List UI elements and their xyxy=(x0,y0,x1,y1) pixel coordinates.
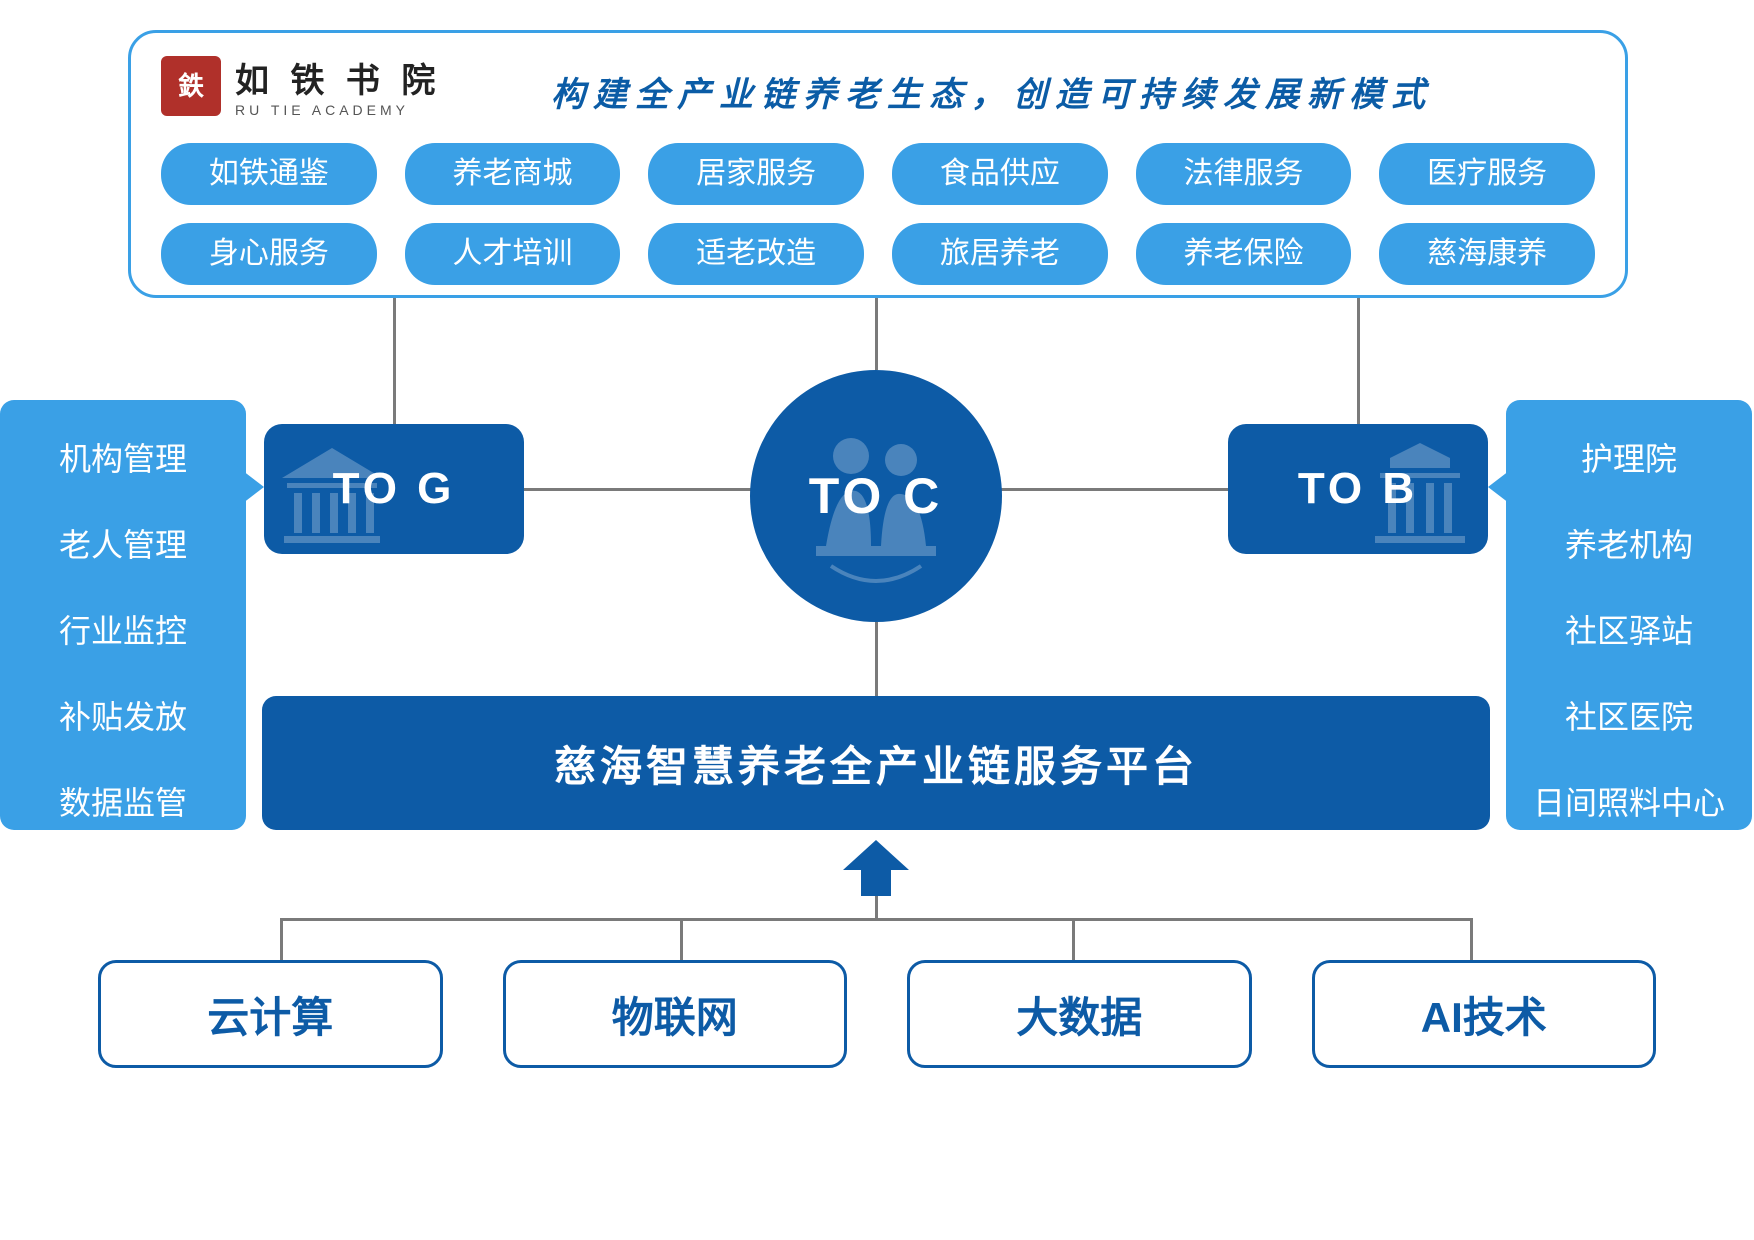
connector-top-to-g xyxy=(393,298,396,424)
arrow-right-icon xyxy=(210,460,264,514)
right-item: 养老机构 xyxy=(1565,520,1693,566)
right-list-panel: 护理院 养老机构 社区驿站 社区医院 日间照料中心 xyxy=(1506,400,1752,830)
pill-item: 食品供应 xyxy=(892,143,1108,205)
logo-block: 鉄 如 铁 书 院 RU TIE ACADEMY xyxy=(161,53,441,118)
service-pill-grid: 如铁通鉴 养老商城 居家服务 食品供应 法律服务 医疗服务 身心服务 人才培训 … xyxy=(161,143,1595,285)
connector-tech-h xyxy=(280,918,1472,921)
connector-tech-v2 xyxy=(680,918,683,960)
pill-item: 旅居养老 xyxy=(892,223,1108,285)
to-b-label: TO B xyxy=(1298,464,1418,514)
to-b-node: TO B xyxy=(1228,424,1488,554)
arrow-up-icon xyxy=(843,840,909,896)
left-item: 数据监管 xyxy=(59,778,187,824)
right-item: 社区驿站 xyxy=(1565,606,1693,652)
pill-item: 如铁通鉴 xyxy=(161,143,377,205)
tech-row: 云计算 物联网 大数据 AI技术 xyxy=(98,960,1656,1068)
pill-item: 法律服务 xyxy=(1136,143,1352,205)
logo-en: RU TIE ACADEMY xyxy=(235,102,441,118)
tech-box: 物联网 xyxy=(503,960,848,1068)
tech-box: 云计算 xyxy=(98,960,443,1068)
to-c-node: TO C xyxy=(750,370,1002,622)
platform-bar: 慈海智慧养老全产业链服务平台 xyxy=(262,696,1490,830)
connector-tech-v1 xyxy=(280,918,283,960)
tagline: 构建全产业链养老生态，创造可持续发展新模式 xyxy=(551,67,1433,116)
pill-item: 医疗服务 xyxy=(1379,143,1595,205)
to-g-label: TO G xyxy=(333,464,456,514)
logo-seal-icon: 鉄 xyxy=(161,56,221,116)
platform-label: 慈海智慧养老全产业链服务平台 xyxy=(554,733,1198,794)
logo-text: 如 铁 书 院 RU TIE ACADEMY xyxy=(235,53,441,118)
to-g-node: TO G xyxy=(264,424,524,554)
tech-box: AI技术 xyxy=(1312,960,1657,1068)
connector-tech-v3 xyxy=(1072,918,1075,960)
right-item: 日间照料中心 xyxy=(1533,778,1725,824)
connector-g-c xyxy=(524,488,756,491)
connector-top-to-b xyxy=(1357,298,1360,424)
connector-c-platform xyxy=(875,622,878,696)
right-item: 社区医院 xyxy=(1565,692,1693,738)
left-item: 机构管理 xyxy=(59,434,187,480)
pill-item: 养老商城 xyxy=(405,143,621,205)
pill-item: 身心服务 xyxy=(161,223,377,285)
left-item: 老人管理 xyxy=(59,520,187,566)
left-item: 补贴发放 xyxy=(59,692,187,738)
pill-item: 养老保险 xyxy=(1136,223,1352,285)
right-item: 护理院 xyxy=(1581,434,1677,480)
pill-item: 适老改造 xyxy=(648,223,864,285)
arrow-left-icon xyxy=(1488,460,1542,514)
pill-item: 人才培训 xyxy=(405,223,621,285)
connector-tech-v4 xyxy=(1470,918,1473,960)
left-item: 行业监控 xyxy=(59,606,187,652)
diagram-canvas: 鉄 如 铁 书 院 RU TIE ACADEMY 构建全产业链养老生态，创造可持… xyxy=(0,0,1754,1240)
connector-top-to-c xyxy=(875,298,878,370)
to-c-label: TO C xyxy=(809,467,944,525)
logo-cn: 如 铁 书 院 xyxy=(235,53,441,102)
top-services-panel: 鉄 如 铁 书 院 RU TIE ACADEMY 构建全产业链养老生态，创造可持… xyxy=(128,30,1628,298)
tech-box: 大数据 xyxy=(907,960,1252,1068)
connector-c-b xyxy=(1000,488,1228,491)
pill-item: 慈海康养 xyxy=(1379,223,1595,285)
pill-item: 居家服务 xyxy=(648,143,864,205)
